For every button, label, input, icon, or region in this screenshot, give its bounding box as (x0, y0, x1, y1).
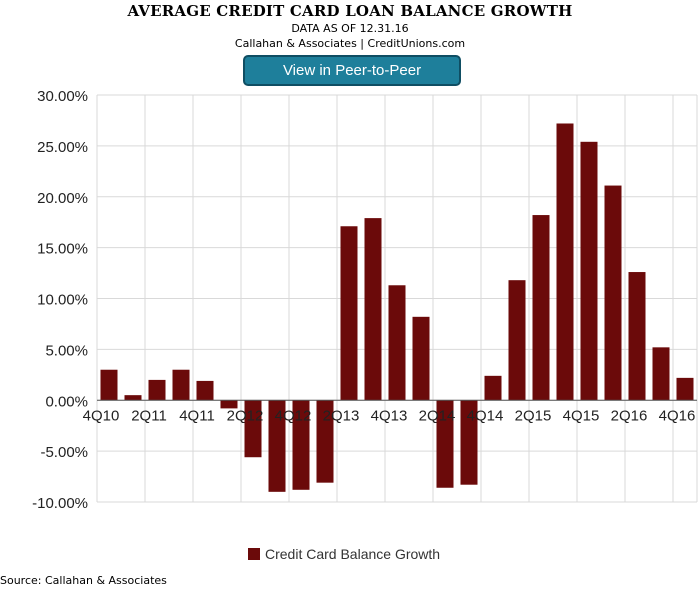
x-tick-label: 2Q14 (419, 407, 456, 424)
bar (676, 377, 694, 401)
bar (340, 226, 358, 401)
bar (292, 400, 310, 490)
bar (508, 280, 526, 401)
x-tick-label: 2Q13 (323, 407, 360, 424)
y-tick-label: 10.00% (37, 292, 88, 309)
x-tick-label: 4Q15 (563, 407, 600, 424)
bar (148, 379, 166, 401)
chart-title: AVERAGE CREDIT CARD LOAN BALANCE GROWTH (127, 2, 573, 20)
x-tick-label: 2Q16 (611, 407, 648, 424)
view-in-peer-to-peer-button[interactable]: View in Peer-to-Peer (243, 55, 461, 86)
bar (628, 272, 646, 401)
bar (652, 347, 670, 401)
y-tick-label: 0.00% (45, 393, 88, 410)
bar (244, 400, 262, 458)
bar (172, 369, 190, 401)
bar (580, 141, 598, 401)
bar-chart: -10.00% -5.00% 0.00% 5.00% 10.00% 15.00% 20.00… (32, 88, 698, 512)
bar (364, 218, 382, 401)
bar (436, 400, 454, 488)
x-tick-label: 2Q11 (131, 407, 167, 424)
bar (268, 400, 286, 492)
chart-subtitle: DATA AS OF 12.31.16 (291, 22, 409, 35)
bar (316, 400, 334, 483)
bar (388, 285, 406, 401)
bar (124, 395, 142, 401)
legend-swatch (248, 548, 260, 560)
x-tick-label: 4Q11 (179, 407, 215, 424)
bar (412, 316, 430, 401)
bar (532, 215, 550, 401)
bar (100, 369, 118, 401)
source-note: Source: Callahan & Associates (0, 574, 167, 587)
x-tick-label: 2Q15 (515, 407, 552, 424)
y-tick-label: 25.00% (37, 139, 88, 156)
y-tick-label: 15.00% (37, 241, 88, 258)
chart-attribution: Callahan & Associates | CreditUnions.com (234, 37, 466, 50)
x-tick-label: 4Q12 (275, 407, 312, 424)
bar (460, 400, 478, 485)
bar (556, 123, 574, 401)
x-tick-label: 4Q14 (467, 407, 504, 424)
y-tick-label: 30.00% (37, 88, 88, 105)
x-tick-label: 4Q10 (83, 407, 120, 424)
bar (196, 380, 214, 401)
y-tick-label: -10.00% (32, 495, 88, 512)
x-tick-label: 4Q16 (659, 407, 696, 424)
bar (484, 375, 502, 401)
y-tick-label: 5.00% (45, 342, 88, 359)
bar (220, 400, 238, 409)
x-tick-label: 2Q12 (227, 407, 264, 424)
y-tick-label: 20.00% (37, 190, 88, 207)
y-tick-label: -5.00% (40, 444, 88, 461)
legend-label: Credit Card Balance Growth (265, 546, 441, 562)
bar (604, 185, 622, 401)
chart-legend[interactable]: Credit Card Balance Growth (248, 546, 440, 562)
x-tick-label: 4Q13 (371, 407, 408, 424)
